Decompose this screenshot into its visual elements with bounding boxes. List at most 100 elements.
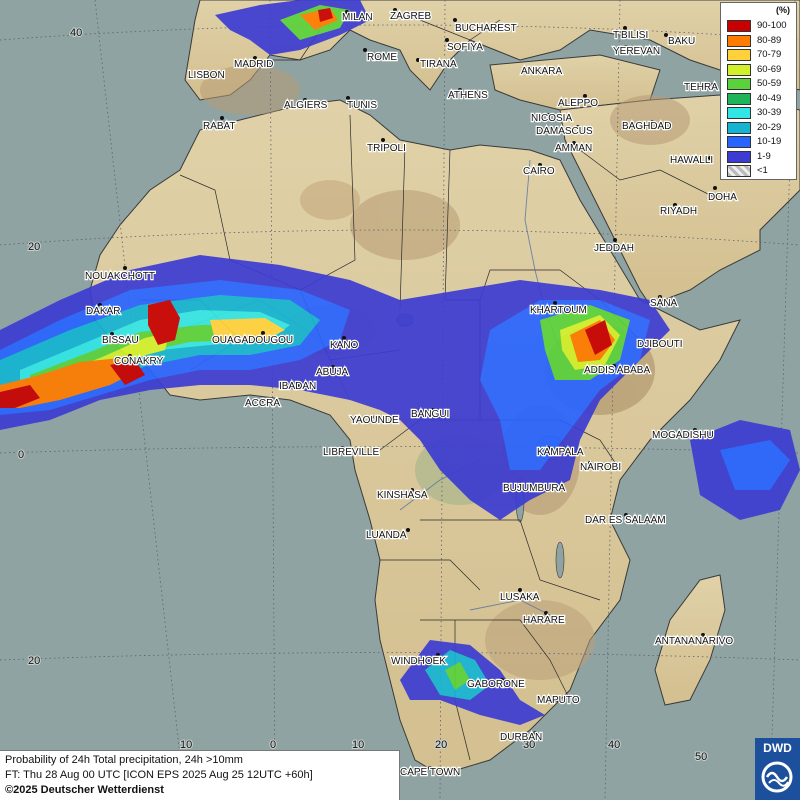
legend-label: 80-89 bbox=[757, 34, 782, 46]
legend-swatch bbox=[727, 121, 751, 134]
lat-label-40n: 40 bbox=[70, 27, 82, 39]
svg-text:ZAGREB: ZAGREB bbox=[390, 11, 431, 22]
city-ankara: ANKARA bbox=[520, 65, 564, 78]
svg-text:HARARE: HARARE bbox=[523, 615, 565, 626]
precip-90-100-east bbox=[585, 320, 612, 355]
svg-text:LUANDA: LUANDA bbox=[366, 530, 407, 541]
city-harare: HARARE bbox=[522, 611, 566, 627]
city-mogadishu: MOGADISHU bbox=[651, 428, 715, 442]
city-tehra: TEHRA bbox=[683, 81, 720, 94]
legend-swatch bbox=[727, 49, 751, 61]
city-sofiya: SOFIYA bbox=[445, 38, 484, 54]
city-tirana: TIRANA bbox=[416, 58, 458, 71]
precip-70-79 bbox=[210, 318, 285, 340]
city-kano: KANO bbox=[329, 336, 360, 352]
svg-text:GABORONE: GABORONE bbox=[467, 679, 525, 690]
city-ibadan: IBADAN bbox=[278, 380, 318, 393]
svg-text:ANKARA: ANKARA bbox=[521, 66, 562, 77]
svg-text:ACCRA: ACCRA bbox=[245, 398, 280, 409]
svg-text:DOHA: DOHA bbox=[708, 192, 737, 203]
precip-90-100-c bbox=[110, 360, 145, 385]
lon-label-10e: 10 bbox=[352, 739, 364, 751]
city-riyadh: RIYADH bbox=[659, 203, 698, 218]
legend-swatch bbox=[727, 165, 751, 177]
legend-swatch bbox=[727, 107, 751, 119]
city-algiers: ALGIERS bbox=[283, 98, 329, 112]
dwd-logo: DWD bbox=[755, 738, 800, 800]
svg-text:DAKAR: DAKAR bbox=[86, 306, 120, 317]
city-nicosia: NICOSIA bbox=[530, 112, 574, 125]
city-tunis: TUNIS bbox=[346, 96, 379, 112]
city-windhoek: WINDHOEK bbox=[390, 653, 448, 668]
city-sana: SANA bbox=[649, 295, 679, 310]
city-milan: MILAN bbox=[341, 10, 374, 24]
city-conakry: CONAKRY bbox=[113, 354, 165, 368]
caption-title: Probability of 24h Total precipitation, … bbox=[5, 754, 243, 766]
legend-item: 80-89 bbox=[727, 34, 793, 47]
city-maputo: MAPUTO bbox=[536, 694, 581, 707]
legend-item: 70-79 bbox=[727, 49, 793, 61]
svg-text:LISBON: LISBON bbox=[188, 70, 225, 81]
svg-text:LUSAKA: LUSAKA bbox=[500, 592, 540, 603]
svg-text:ROME: ROME bbox=[367, 52, 397, 63]
city-bangui: BANGUI bbox=[410, 408, 451, 421]
city-nairobi: NAIROBI bbox=[579, 461, 623, 474]
svg-text:ATHENS: ATHENS bbox=[448, 90, 488, 101]
city-bissau: BISSAU bbox=[101, 332, 140, 347]
svg-text:ALEPPO: ALEPPO bbox=[558, 98, 598, 109]
city-cape-town: CAPE TOWN bbox=[399, 766, 462, 779]
legend-label: 50-59 bbox=[757, 78, 782, 89]
svg-text:YEREVAN: YEREVAN bbox=[613, 46, 660, 57]
city-jeddah: JEDDAH bbox=[593, 238, 635, 255]
city-nouakchott: NOUAKCHOTT bbox=[84, 266, 156, 283]
legend-swatch bbox=[727, 34, 751, 47]
city-addis-ababa: ADDIS ABABA bbox=[583, 364, 652, 377]
svg-text:KAMPALA: KAMPALA bbox=[537, 447, 584, 458]
lon-label-0: 0 bbox=[270, 739, 276, 751]
city-ouagadougou: OUAGADOUGOU bbox=[211, 331, 294, 347]
city-tripoli: TRIPOLI bbox=[366, 138, 407, 155]
legend-label: 60-69 bbox=[757, 63, 782, 75]
city-libreville: LIBREVILLE bbox=[322, 446, 381, 459]
city-abuja: ABUJA bbox=[315, 365, 350, 379]
city-djibouti: DJIBOUTI bbox=[636, 338, 684, 351]
lon-label-50e: 50 bbox=[695, 751, 707, 763]
precipitation-field bbox=[0, 0, 800, 725]
precip-50-59 bbox=[30, 325, 270, 388]
legend-swatch bbox=[727, 92, 751, 105]
legend-label: 30-39 bbox=[757, 107, 782, 118]
legend-swatch bbox=[727, 63, 751, 76]
legend-label: 90-100 bbox=[757, 20, 787, 31]
city-madrid: MADRID bbox=[233, 56, 275, 71]
svg-text:BUCHAREST: BUCHAREST bbox=[455, 23, 517, 34]
svg-text:ABUJA: ABUJA bbox=[316, 367, 349, 378]
legend-swatch bbox=[727, 20, 751, 32]
city-athens: ATHENS bbox=[447, 88, 489, 102]
legend-label: 1-9 bbox=[757, 150, 771, 162]
svg-text:MOGADISHU: MOGADISHU bbox=[652, 430, 714, 441]
legend-item: 30-39 bbox=[727, 107, 793, 119]
dwd-swirl-icon bbox=[761, 761, 793, 793]
svg-text:RIYADH: RIYADH bbox=[660, 206, 697, 217]
legend-item: 50-59 bbox=[727, 78, 793, 90]
legend-item: 10-19 bbox=[727, 136, 793, 148]
city-khartoum: KHARTOUM bbox=[529, 301, 588, 317]
city-accra: ACCRA bbox=[244, 397, 282, 410]
city-kampala: KAMPALA bbox=[536, 446, 585, 459]
city-yaounde: YAOUNDE bbox=[349, 414, 400, 427]
city-dar-es-salaam: DAR ES SALAAM bbox=[584, 513, 667, 527]
city-amman: AMMAN bbox=[554, 141, 593, 155]
city-antananarivo: ANTANANARIVO bbox=[654, 633, 735, 648]
svg-text:NOUAKCHOTT: NOUAKCHOTT bbox=[85, 271, 155, 282]
svg-text:KHARTOUM: KHARTOUM bbox=[530, 305, 587, 316]
dwd-logo-text: DWD bbox=[763, 741, 792, 755]
precip-europe-core2 bbox=[318, 8, 333, 22]
svg-text:ADDIS ABABA: ADDIS ABABA bbox=[584, 365, 650, 376]
city-dakar: DAKAR bbox=[85, 303, 122, 318]
svg-text:KINSHASA: KINSHASA bbox=[377, 490, 428, 501]
svg-text:ANTANANARIVO: ANTANANARIVO bbox=[655, 636, 733, 647]
caption-forecast-time: FT: Thu 28 Aug 00 UTC [ICON EPS 2025 Aug… bbox=[5, 769, 313, 781]
city-kinshasa: KINSHASA bbox=[376, 488, 429, 502]
svg-text:SOFIYA: SOFIYA bbox=[447, 42, 483, 53]
